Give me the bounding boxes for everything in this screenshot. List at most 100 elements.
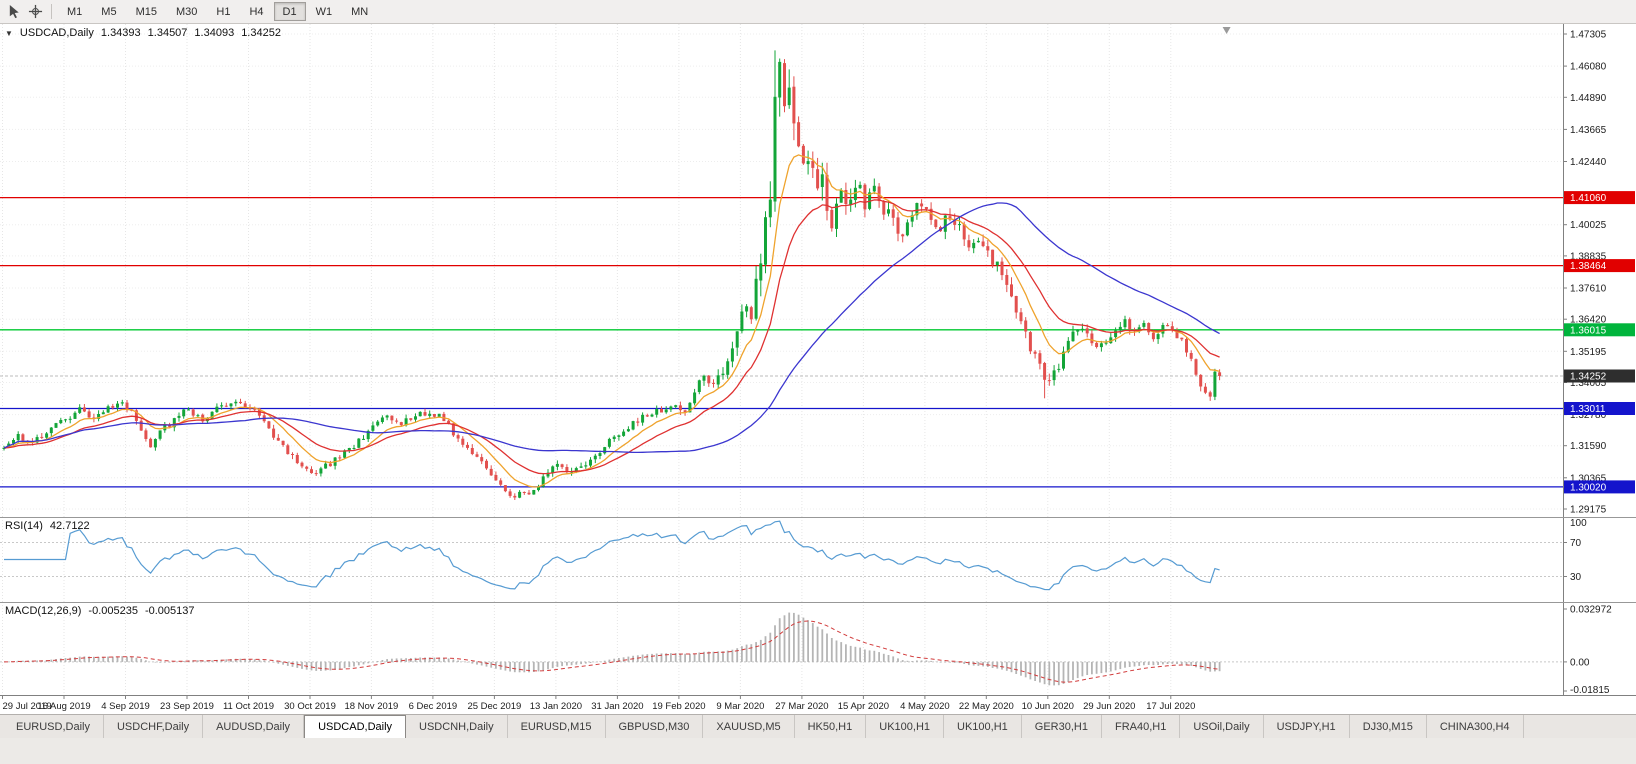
svg-text:1.40025: 1.40025 xyxy=(1570,220,1607,231)
chart-tab-USDCAD-Daily[interactable]: USDCAD,Daily xyxy=(304,715,407,738)
svg-text:1.35195: 1.35195 xyxy=(1570,347,1607,358)
svg-text:1.36015: 1.36015 xyxy=(1570,325,1607,336)
svg-text:27 Mar 2020: 27 Mar 2020 xyxy=(775,701,828,712)
svg-text:17 Jul 2020: 17 Jul 2020 xyxy=(1146,701,1195,712)
svg-text:1.42440: 1.42440 xyxy=(1570,157,1607,168)
chart-tab-USOil-Daily[interactable]: USOil,Daily xyxy=(1180,715,1264,738)
svg-text:0.032972: 0.032972 xyxy=(1570,605,1612,616)
chart-tab-GBPUSD-M30[interactable]: GBPUSD,M30 xyxy=(606,715,704,738)
chart-tab-USDCHF-Daily[interactable]: USDCHF,Daily xyxy=(104,715,204,738)
svg-text:1.32780: 1.32780 xyxy=(1570,410,1607,421)
svg-text:4 May 2020: 4 May 2020 xyxy=(900,701,950,712)
horizontal-level-lines xyxy=(0,196,1563,488)
macd-axis-labels[interactable]: 0.032972 0.00 -0.01815 xyxy=(1563,605,1612,696)
cursor-icon[interactable] xyxy=(4,2,24,21)
time-axis[interactable]: 29 Jul 2019 16 Aug 2019 4 Sep 2019 23 Sep 2… xyxy=(0,695,1636,714)
svg-text:1.36420: 1.36420 xyxy=(1570,315,1607,326)
svg-text:0.00: 0.00 xyxy=(1570,657,1590,668)
rsi-name: RSI(14) xyxy=(5,520,43,532)
chart-tab-USDJPY-H1[interactable]: USDJPY,H1 xyxy=(1264,715,1350,738)
main-chart-pane[interactable]: 1.47305 1.46080 1.44890 1.43665 1.42440 1.400… xyxy=(0,24,1636,517)
svg-text:1.46080: 1.46080 xyxy=(1570,62,1607,73)
chart-window: 1.47305 1.46080 1.44890 1.43665 1.42440 1.400… xyxy=(0,24,1636,714)
crosshair-icon[interactable] xyxy=(25,2,45,21)
macd-signal-value: -0.005137 xyxy=(144,605,195,617)
chart-tab-XAUUSD-M5[interactable]: XAUUSD,M5 xyxy=(703,715,795,738)
svg-text:15 Apr 2020: 15 Apr 2020 xyxy=(838,701,889,712)
svg-text:29 Jun 2020: 29 Jun 2020 xyxy=(1083,701,1135,712)
tf-button-M1[interactable]: M1 xyxy=(67,6,83,18)
svg-text:4 Sep 2019: 4 Sep 2019 xyxy=(101,701,150,712)
svg-text:1.47305: 1.47305 xyxy=(1570,30,1607,41)
tf-button-M30[interactable]: M30 xyxy=(175,6,198,18)
ma-fast-line xyxy=(3,154,1220,488)
svg-text:1.34005: 1.34005 xyxy=(1570,378,1607,389)
rsi-label: RSI(14) 42.7122 xyxy=(5,520,90,532)
svg-text:1.30365: 1.30365 xyxy=(1570,473,1607,484)
macd-main-value: -0.005235 xyxy=(88,605,138,617)
svg-text:1.38464: 1.38464 xyxy=(1570,261,1607,272)
macd-histogram xyxy=(7,612,1221,686)
chart-tab-HK50-H1[interactable]: HK50,H1 xyxy=(795,715,867,738)
toolbar-separator xyxy=(51,4,52,19)
svg-text:70: 70 xyxy=(1570,538,1582,549)
svg-text:29 Jul 2019: 29 Jul 2019 xyxy=(3,701,52,712)
chart-tab-USDCNH-Daily[interactable]: USDCNH,Daily xyxy=(406,715,508,738)
svg-text:16 Aug 2019: 16 Aug 2019 xyxy=(37,701,90,712)
tf-button-H4[interactable]: H4 xyxy=(249,6,264,18)
svg-text:30 Oct 2019: 30 Oct 2019 xyxy=(284,701,336,712)
svg-text:1.43665: 1.43665 xyxy=(1570,125,1607,136)
macd-canvas[interactable]: 0.032972 0.00 -0.01815 xyxy=(0,602,1636,695)
tf-button-M15[interactable]: M15 xyxy=(135,6,157,18)
chart-tab-AUDUSD-Daily[interactable]: AUDUSD,Daily xyxy=(203,715,305,738)
chart-tab-EURUSD-M15[interactable]: EURUSD,M15 xyxy=(508,715,606,738)
chart-tab-CHINA300-H4[interactable]: CHINA300,H4 xyxy=(1427,715,1524,738)
top-toolbar: M1 M5 M15 M30 H1 H4 D1 W1 MN xyxy=(0,0,1636,24)
window-bottom-strip xyxy=(0,738,1636,764)
svg-text:10 Jun 2020: 10 Jun 2020 xyxy=(1022,701,1074,712)
price-axis-labels[interactable]: 1.47305 1.46080 1.44890 1.43665 1.42440 1.400… xyxy=(1563,30,1607,516)
svg-text:13 Jan 2020: 13 Jan 2020 xyxy=(530,701,582,712)
chart-tab-EURUSD-Daily[interactable]: EURUSD,Daily xyxy=(3,715,104,738)
svg-text:30: 30 xyxy=(1570,572,1582,583)
svg-text:31 Jan 2020: 31 Jan 2020 xyxy=(591,701,643,712)
tf-button-M5[interactable]: M5 xyxy=(101,6,117,18)
chart-tab-DJ30-M15[interactable]: DJ30,M15 xyxy=(1350,715,1427,738)
rsi-line xyxy=(4,520,1220,591)
chart-title: ▼ USDCAD,Daily 1.34393 1.34507 1.34093 1… xyxy=(5,27,281,39)
quote-open: 1.34393 xyxy=(100,27,141,39)
svg-text:1.29175: 1.29175 xyxy=(1570,505,1607,516)
svg-text:11 Oct 2019: 11 Oct 2019 xyxy=(223,701,274,712)
quote-low: 1.34093 xyxy=(194,27,235,39)
svg-text:100: 100 xyxy=(1570,518,1587,529)
chart-tab-GER30-H1[interactable]: GER30,H1 xyxy=(1022,715,1102,738)
svg-text:18 Nov 2019: 18 Nov 2019 xyxy=(344,701,398,712)
svg-text:1.34252: 1.34252 xyxy=(1570,372,1607,383)
ma-slow-line xyxy=(3,202,1220,454)
tab-bar: EURUSD,Daily USDCHF,Daily AUDUSD,Daily USDC… xyxy=(0,714,1636,738)
rsi-value: 42.7122 xyxy=(49,520,90,532)
svg-text:6 Dec 2019: 6 Dec 2019 xyxy=(409,701,458,712)
main-chart-canvas[interactable]: 1.47305 1.46080 1.44890 1.43665 1.42440 1.400… xyxy=(0,24,1636,517)
svg-text:25 Dec 2019: 25 Dec 2019 xyxy=(467,701,521,712)
chart-dropdown-icon[interactable]: ▼ xyxy=(5,28,13,38)
price-axis-tags: 1.41060 1.38464 1.36015 1.33011 1.30020 1.342… xyxy=(1564,191,1635,494)
tf-button-MN[interactable]: MN xyxy=(351,6,369,18)
svg-text:1.38835: 1.38835 xyxy=(1570,251,1607,262)
shift-marker-icon[interactable] xyxy=(1222,27,1231,34)
chart-tab-UK100-H1[interactable]: UK100,H1 xyxy=(866,715,945,738)
svg-text:1.33011: 1.33011 xyxy=(1570,404,1606,415)
tf-button-D1[interactable]: D1 xyxy=(273,2,306,21)
quote-high: 1.34507 xyxy=(147,27,188,39)
svg-text:19 Feb 2020: 19 Feb 2020 xyxy=(652,701,705,712)
tf-button-H1[interactable]: H1 xyxy=(216,6,231,18)
macd-pane[interactable]: 0.032972 0.00 -0.01815 MACD(12,26,9) -0.00… xyxy=(0,602,1636,695)
rsi-pane[interactable]: 100 70 30 RSI(14) 42.7122 xyxy=(0,517,1636,602)
svg-text:9 Mar 2020: 9 Mar 2020 xyxy=(716,701,764,712)
chart-tab-FRA40-H1[interactable]: FRA40,H1 xyxy=(1102,715,1181,738)
rsi-axis-labels[interactable]: 100 70 30 xyxy=(1563,517,1587,583)
rsi-canvas[interactable]: 100 70 30 xyxy=(0,517,1636,602)
tf-button-W1[interactable]: W1 xyxy=(315,6,333,18)
chart-tab-UK100-H1[interactable]: UK100,H1 xyxy=(944,715,1022,738)
